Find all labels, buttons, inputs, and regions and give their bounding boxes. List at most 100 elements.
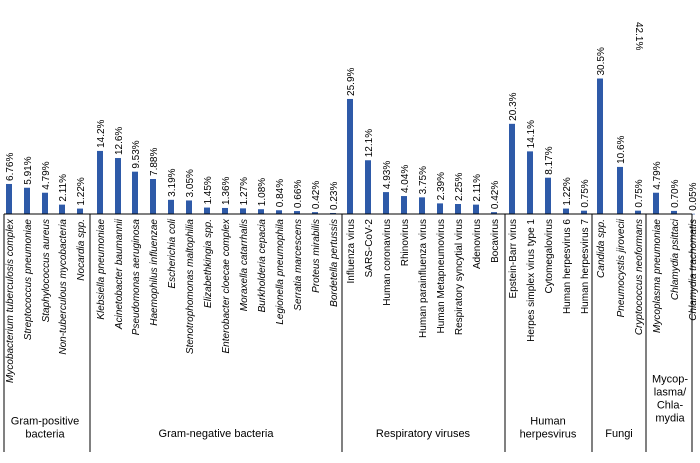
bar <box>168 199 174 214</box>
bar-label: Rhinovirus <box>400 219 411 266</box>
bar-label: Staphylococcus aureus <box>41 219 52 322</box>
value-label: 12.6% <box>114 127 125 155</box>
group-label: bacteria <box>25 429 65 441</box>
bar <box>527 151 533 214</box>
bar <box>455 204 461 214</box>
bar-label: Nocardia spp. <box>76 219 87 281</box>
bar-label: Chlamydia trachomatis <box>688 219 699 321</box>
bar <box>132 171 138 214</box>
bar <box>150 178 156 214</box>
bar <box>97 150 103 214</box>
bar-label: Pneumocystis jirovecii <box>616 218 627 317</box>
bar-label: Herpes simplex virus type 1 <box>526 219 537 342</box>
value-label: 30.5% <box>596 47 607 75</box>
bar <box>42 192 48 214</box>
bar-label: Stenotrophomonas maltophilia <box>185 219 196 355</box>
bar-label: Human coronavirus <box>382 219 393 306</box>
value-label: 4.04% <box>400 165 411 193</box>
bar <box>222 207 228 214</box>
bar-label: Bordetella pertussis <box>329 219 340 307</box>
bar-label: Enterobacter cloecae complex <box>221 218 232 354</box>
bar-label: SARS-CoV-2 <box>364 219 375 278</box>
value-label: 3.75% <box>418 166 429 194</box>
bar <box>581 210 587 214</box>
value-label: 8.17% <box>544 146 555 174</box>
bar-label: Human Metapneumovirus <box>436 219 447 334</box>
bar <box>330 212 336 214</box>
bar <box>59 204 65 214</box>
bar <box>276 210 282 214</box>
bar <box>258 209 264 214</box>
bar-label: Legionella pneumophila <box>275 219 286 325</box>
bar-label: Streptococcus pneumoniae <box>23 219 34 341</box>
bar <box>294 211 300 214</box>
group-label: lasma/ <box>654 387 687 399</box>
value-label: 9.53% <box>131 140 142 168</box>
group-label: Fungi <box>605 428 633 440</box>
value-label: 25.9% <box>346 67 357 95</box>
bar-label: Serratia marcescens <box>293 219 304 311</box>
value-label: 2.39% <box>436 172 447 200</box>
bar <box>77 208 83 214</box>
value-label: 42.1% <box>633 22 644 50</box>
value-label: 1.22% <box>76 177 87 205</box>
bar-label: Moraxella catarrhalis <box>239 219 250 311</box>
value-label: 0.75% <box>580 179 591 207</box>
bar-label: Influenza virus <box>346 219 357 283</box>
bar-label: Acinetobacter baumannii <box>114 218 125 330</box>
bar-label: Adenovirus <box>472 219 483 269</box>
value-label: 0.05% <box>688 182 699 210</box>
value-label: 5.91% <box>23 156 34 184</box>
value-label: 0.84% <box>275 179 286 207</box>
value-label: 2.11% <box>58 174 69 202</box>
bar <box>635 210 641 214</box>
value-label: 1.08% <box>257 178 268 206</box>
value-label: 4.79% <box>41 161 52 189</box>
bar-label: Mycoplasma pneumoniae <box>652 219 663 333</box>
bar <box>671 210 677 214</box>
bar <box>545 177 551 214</box>
group-label: Chla- <box>657 400 684 412</box>
value-label: 3.19% <box>167 168 178 196</box>
bar-label: Chlamydia psittaci <box>670 218 681 300</box>
bars-layer <box>6 78 695 215</box>
value-label: 7.88% <box>149 148 160 176</box>
bar-label: Elizabethkingia spp. <box>203 219 214 308</box>
value-label: 6.76% <box>5 153 16 181</box>
bar-label: Respiratory syncytial virus <box>454 219 465 335</box>
value-label: 0.66% <box>293 180 304 208</box>
bar <box>401 196 407 214</box>
value-label: 0.42% <box>311 181 322 209</box>
value-label: 0.42% <box>490 181 501 209</box>
bar-label: Human herpesvirus 6 <box>562 219 573 314</box>
value-label: 14.2% <box>96 119 107 147</box>
value-label: 0.75% <box>634 179 645 207</box>
bar-label: Candida spp. <box>596 219 607 278</box>
bar <box>6 183 12 214</box>
bar <box>347 98 353 214</box>
value-label: 2.25% <box>454 173 465 201</box>
value-label: 4.93% <box>382 161 393 189</box>
bar <box>597 78 603 215</box>
bar-label: Pseudomonas aeruginosa <box>131 219 142 336</box>
bar <box>473 204 479 214</box>
value-label: 1.22% <box>562 177 573 205</box>
bar-labels-layer: Mycobacterium tuberculosis complex Strept… <box>5 218 699 383</box>
group-label: Gram-negative bacteria <box>159 428 275 440</box>
bar <box>204 207 210 214</box>
value-label: 12.1% <box>364 129 375 157</box>
group-label: Mycop- <box>652 374 688 386</box>
bar <box>653 192 659 214</box>
bar-label: Burkholderia cepacia <box>257 219 268 313</box>
bar <box>509 123 515 214</box>
bar <box>563 208 569 214</box>
value-label: 14.1% <box>526 120 537 148</box>
bar-label: Human herpesvirus 7 <box>580 219 591 314</box>
bar-label: Mycobacterium tuberculosis complex <box>5 218 16 383</box>
bar <box>186 200 192 214</box>
bar-label: Klebsiella pneumoniae <box>96 219 107 320</box>
bar <box>419 197 425 214</box>
bar-label: Cryptococcus neoformans <box>634 219 645 335</box>
bar-label: Escherichia coli <box>167 218 178 288</box>
